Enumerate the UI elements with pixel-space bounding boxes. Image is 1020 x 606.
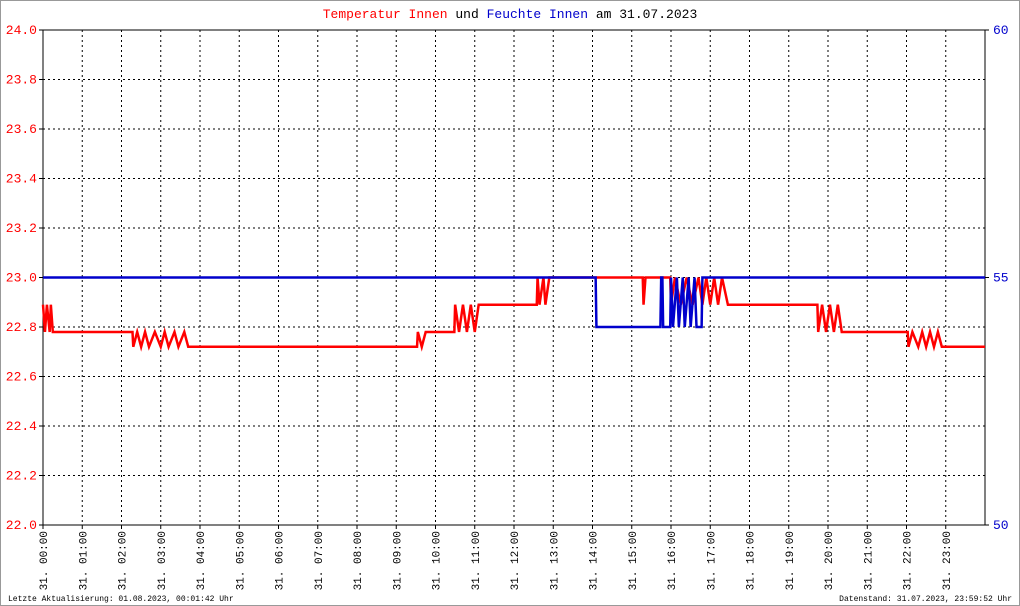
x-tick-label: 31. 05:00 (235, 531, 247, 590)
y-tick-label: 23.2 (6, 221, 37, 236)
series-line (41, 276, 985, 352)
y-tick-label: 23.8 (6, 73, 37, 88)
x-tick-label: 31. 15:00 (628, 531, 640, 590)
x-tick-label: 31. 13:00 (549, 531, 561, 590)
x-tick-label: 31. 08:00 (353, 531, 365, 590)
x-tick-label: 31. 16:00 (667, 531, 679, 590)
x-tick-label: 31. 06:00 (275, 531, 287, 590)
y-tick-label: 24.0 (6, 23, 37, 38)
y-tick-label: 22.4 (6, 419, 37, 434)
x-tick-label: 31. 04:00 (196, 531, 208, 590)
x-tick-label: 31. 12:00 (510, 531, 522, 590)
x-tick-label: 31. 07:00 (314, 531, 326, 590)
x-tick-label: 31. 18:00 (746, 531, 758, 590)
y-tick-label: 22.8 (6, 320, 37, 335)
y2-tick-label: 55 (993, 271, 1009, 286)
y-tick-label: 23.4 (6, 172, 37, 187)
title-mid: und (455, 7, 478, 22)
x-tick-label: 31. 21:00 (863, 531, 875, 590)
y2-tick-label: 50 (993, 518, 1009, 533)
y2-tick-label: 60 (993, 23, 1009, 38)
title-series-1: Temperatur Innen (323, 7, 448, 22)
x-tick-label: 31. 17:00 (706, 531, 718, 590)
footer-right: Datenstand: 31.07.2023, 23:59:52 Uhr (839, 595, 1012, 604)
y-tick-label: 23.0 (6, 271, 37, 286)
title-end: am 31.07.2023 (596, 7, 697, 22)
y-tick-label: 23.6 (6, 122, 37, 137)
x-tick-label: 31. 00:00 (39, 531, 51, 590)
y-tick-label: 22.2 (6, 469, 37, 484)
x-tick-label: 31. 11:00 (471, 531, 483, 590)
x-tick-label: 31. 09:00 (392, 531, 404, 590)
title-series-2: Feuchte Innen (487, 7, 588, 22)
x-tick-label: 31. 03:00 (157, 531, 169, 590)
x-tick-label: 31. 20:00 (824, 531, 836, 590)
y-tick-label: 22.6 (6, 370, 37, 385)
series-line (43, 276, 985, 329)
chart-title: Temperatur Innen und Feuchte Innen am 31… (323, 7, 698, 22)
footer-left: Letzte Aktualisierung: 01.08.2023, 00:01… (8, 595, 234, 604)
x-tick-label: 31. 22:00 (903, 531, 915, 590)
x-tick-label: 31. 14:00 (589, 531, 601, 590)
x-tick-label: 31. 01:00 (78, 531, 90, 590)
x-tick-label: 31. 10:00 (432, 531, 444, 590)
y-tick-label: 22.0 (6, 518, 37, 533)
x-tick-label: 31. 02:00 (118, 531, 130, 590)
x-tick-label: 31. 19:00 (785, 531, 797, 590)
x-tick-label: 31. 23:00 (942, 531, 954, 590)
